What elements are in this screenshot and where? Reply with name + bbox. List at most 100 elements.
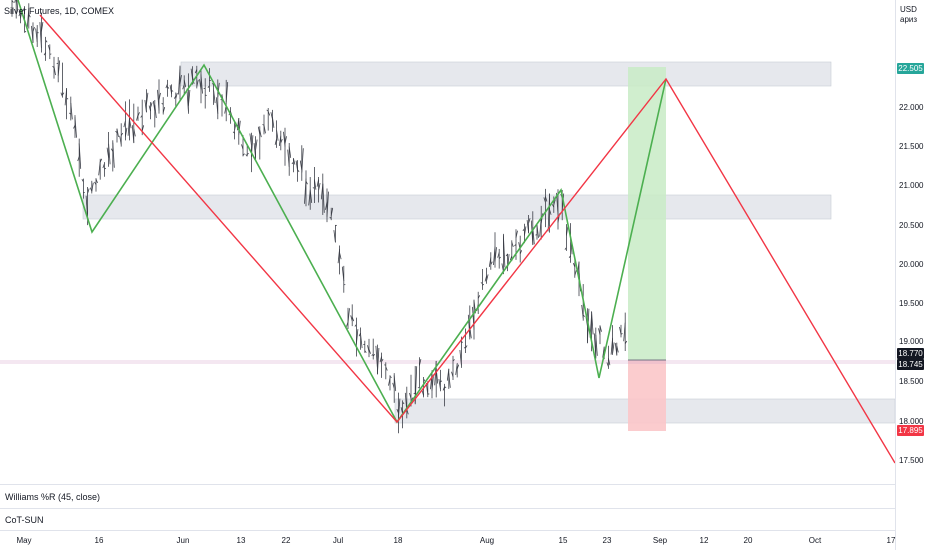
price-bar-open [472, 306, 475, 330]
price-bar-close [591, 311, 594, 335]
price-bar-open [178, 66, 181, 95]
price-bar-close [293, 158, 296, 165]
price-bar-open [455, 363, 458, 375]
price-bar-close [486, 274, 489, 281]
price-bar-open [388, 377, 391, 386]
price-bar-open [442, 386, 445, 391]
price-bar-close [120, 132, 124, 136]
price-bar-open [409, 392, 412, 399]
price-bar-open [169, 85, 172, 94]
price-bar-open [581, 304, 584, 319]
price-bar-close [158, 92, 161, 101]
price-bar-open [602, 347, 605, 358]
price-bar-close [179, 74, 182, 84]
price-bar-close [461, 341, 464, 343]
price-tick-label: 17.500 [899, 456, 924, 465]
price-bar-open [199, 79, 202, 90]
price-bar-close [24, 30, 27, 33]
price-bar-close [393, 375, 397, 392]
price-bar-close [16, 0, 19, 11]
price-bar-open [421, 390, 424, 396]
price-bar-close [511, 242, 514, 248]
price-bar-close [545, 196, 548, 202]
price-bar-close [213, 90, 216, 104]
price-bar-close [183, 79, 187, 88]
price-bar-close [66, 97, 69, 100]
price-bar-close [276, 130, 279, 141]
price-bar-close [419, 358, 422, 366]
price-bar-close [574, 270, 577, 276]
price-bar-close [347, 308, 350, 323]
price-bar-open [333, 230, 336, 243]
price-bar-open [39, 22, 42, 48]
time-tick-label: May [16, 536, 32, 545]
price-bar-open [400, 407, 403, 414]
price-bar-close [200, 74, 203, 94]
chart-title[interactable]: Silver Futures, 1D, COMEX [4, 6, 115, 16]
price-bar-open [207, 85, 210, 88]
price-bar-open [501, 263, 504, 272]
price-bar-open [18, 12, 21, 17]
price-bar-close [70, 102, 73, 120]
price-tag-bottom: 17.895 [897, 425, 924, 436]
price-bar-close [444, 386, 447, 389]
price-tick-label: 19.500 [899, 299, 924, 308]
price-bar-open [451, 371, 454, 378]
cot-indicator-label[interactable]: CoT-SUN [5, 515, 44, 525]
price-bar-open [31, 25, 34, 43]
price-bar-close [372, 353, 376, 357]
price-bar-close [288, 146, 292, 158]
price-bar-open [551, 204, 555, 208]
price-bar-open [497, 252, 500, 258]
price-bar-open [283, 131, 286, 147]
price-bar-open [56, 62, 59, 65]
price-bar-close [498, 256, 501, 259]
time-tick-label: Sep [652, 536, 668, 545]
price-bar-open [509, 255, 513, 261]
williams-r-indicator-label[interactable]: Williams %R (45, close) [5, 492, 101, 502]
resistance-zone-top [180, 61, 832, 87]
price-bar-close [482, 283, 485, 286]
price-bar-open [140, 115, 143, 118]
price-bar-open [530, 220, 534, 245]
price-bar-open [358, 332, 361, 337]
price-bar-open [278, 135, 282, 147]
price-bar-close [452, 359, 455, 362]
price-bar-open [325, 201, 328, 210]
price-bar-close [112, 142, 115, 168]
price-bar-open [316, 179, 319, 187]
price-bar-open [60, 92, 63, 97]
price-bar-open [308, 190, 311, 206]
price-bar-close [389, 376, 392, 378]
price-bar-open [312, 187, 315, 189]
currency-code: USD [900, 5, 917, 14]
price-bar-open [614, 343, 618, 355]
price-bar-open [396, 408, 399, 414]
price-bar-open [514, 243, 517, 247]
price-bar-close [259, 130, 262, 138]
price-bar-close [246, 152, 249, 155]
price-bar-close [616, 345, 619, 353]
price-bar-close [624, 340, 628, 344]
price-bar-open [623, 322, 626, 342]
time-tick-label: 16 [94, 536, 104, 545]
price-bar-open [354, 324, 357, 327]
price-bar-open [257, 126, 261, 135]
time-tick-label: 15 [558, 536, 568, 545]
price-bar-close [339, 252, 342, 260]
currency-sub: ариз [900, 15, 918, 24]
price-bar-close [423, 378, 426, 382]
target-profit-zone [628, 67, 666, 360]
price-bar-close [326, 191, 329, 217]
currency-label[interactable]: USD ариз [900, 5, 917, 25]
price-tick-label: 21.500 [899, 142, 924, 151]
price-bar-close [188, 89, 191, 106]
price-bar-close [255, 139, 258, 151]
price-bar-open [291, 161, 294, 165]
price-bar-close [431, 374, 434, 391]
price-bar-open [493, 246, 496, 266]
price-bar-open [35, 28, 38, 43]
price-bar-open [64, 88, 67, 106]
price-bar-open [505, 253, 508, 257]
